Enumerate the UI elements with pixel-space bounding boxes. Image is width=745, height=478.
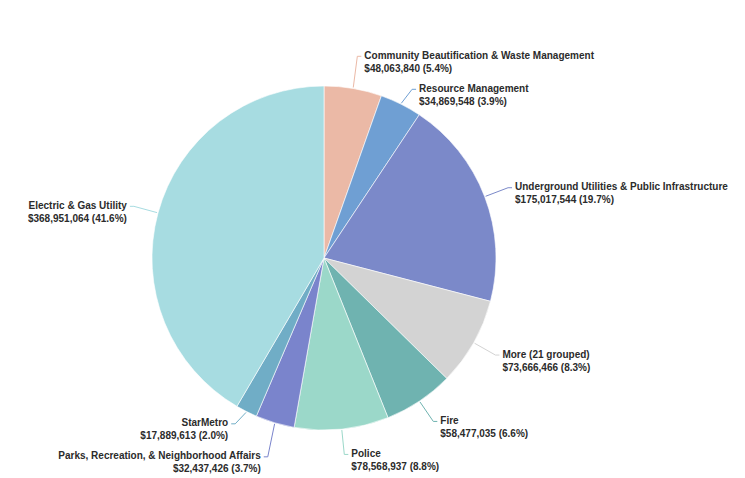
leader-line xyxy=(475,343,500,355)
labels: Community Beautification & Waste Managem… xyxy=(28,50,728,475)
slice-label: StarMetro xyxy=(182,417,229,428)
leader-line xyxy=(231,412,246,423)
value-label: $58,477,035 (6.6%) xyxy=(440,428,528,439)
slice-label: Resource Management xyxy=(419,83,529,94)
slice-label: Police xyxy=(351,448,381,459)
slice-label: Community Beautification & Waste Managem… xyxy=(364,50,594,61)
leader-line xyxy=(264,424,275,457)
value-label: $17,889,613 (2.0%) xyxy=(140,430,228,441)
value-label: $34,869,548 (3.9%) xyxy=(419,96,507,107)
value-label: $368,951,064 (41.6%) xyxy=(28,213,127,224)
leader-line xyxy=(353,56,361,87)
value-label: $175,017,544 (19.7%) xyxy=(515,194,614,205)
value-label: $48,063,840 (5.4%) xyxy=(364,63,452,74)
slice xyxy=(152,86,324,406)
value-label: $32,437,426 (3.7%) xyxy=(173,463,261,474)
slice-label: Parks, Recreation, & Neighborhood Affair… xyxy=(58,450,261,461)
leader-line xyxy=(342,430,348,454)
leader-line xyxy=(486,188,512,197)
chart: Community Beautification & Waste Managem… xyxy=(0,0,745,478)
slices xyxy=(152,86,496,430)
slice-label: Fire xyxy=(440,415,459,426)
slice-label: Electric & Gas Utility xyxy=(29,200,128,211)
leader-line xyxy=(420,402,437,421)
slice-label: Underground Utilities & Public Infrastru… xyxy=(515,181,728,192)
leader-line xyxy=(130,206,157,212)
value-label: $73,666,466 (8.3%) xyxy=(502,362,590,373)
value-label: $78,568,937 (8.8%) xyxy=(351,461,439,472)
leader-line xyxy=(401,89,416,103)
slice-label: More (21 grouped) xyxy=(502,349,589,360)
